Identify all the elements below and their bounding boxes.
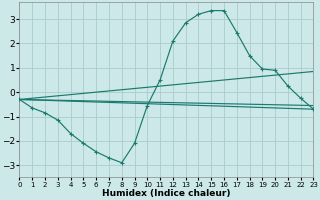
X-axis label: Humidex (Indice chaleur): Humidex (Indice chaleur) (102, 189, 231, 198)
